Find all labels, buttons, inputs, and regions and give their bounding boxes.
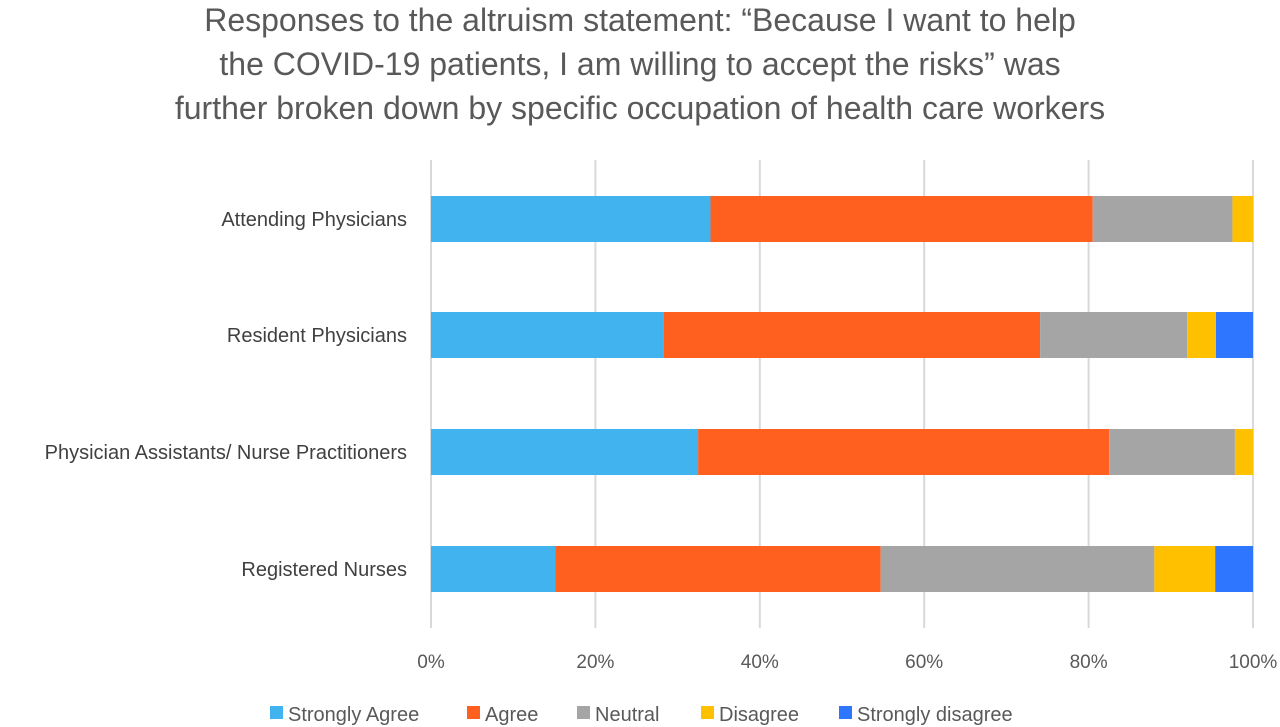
x-tick-label: 40% xyxy=(741,652,779,673)
bar-segment-strongly-agree xyxy=(431,196,711,242)
bar-segment-strongly-disagree xyxy=(1216,312,1253,358)
legend-swatch-strongly-disagree xyxy=(839,706,852,719)
x-tick-label: 100% xyxy=(1229,652,1278,673)
chart-title: Responses to the altruism statement: “Be… xyxy=(0,0,1280,130)
chart-title-line-3: further broken down by specific occupati… xyxy=(174,90,1106,126)
legend-label-strongly-disagree: Strongly disagree xyxy=(857,704,1013,726)
x-tick-label: 20% xyxy=(576,652,614,673)
bar-segment-neutral xyxy=(1092,196,1233,242)
legend: Strongly Agree Agree Neutral Disagree Strong… xyxy=(270,704,1013,726)
legend-label-neutral: Neutral xyxy=(595,704,659,726)
bar-segment-strongly-disagree xyxy=(1215,546,1253,592)
x-tick-label: 80% xyxy=(1070,652,1108,673)
legend-label-agree: Agree xyxy=(485,704,538,726)
legend-swatch-agree xyxy=(467,706,480,719)
chart-title-line-2: the COVID-19 patients, I am willing to a… xyxy=(219,46,1061,82)
category-label: Attending Physicians xyxy=(221,209,407,231)
x-tick-labels: 0% 20% 40% 60% 80% 100% xyxy=(417,652,1277,673)
legend-label-strongly-agree: Strongly Agree xyxy=(288,704,419,726)
bar-segment-strongly-agree xyxy=(431,546,556,592)
legend-swatch-disagree xyxy=(701,706,714,719)
category-label: Physician Assistants/ Nurse Practitioner… xyxy=(45,442,407,464)
bar-segment-neutral xyxy=(1109,429,1235,475)
bar-segment-neutral xyxy=(880,546,1155,592)
bar-segment-disagree xyxy=(1232,196,1253,242)
bar-segment-strongly-agree xyxy=(431,429,699,475)
legend-swatch-strongly-agree xyxy=(270,706,283,719)
legend-label-disagree: Disagree xyxy=(719,704,799,726)
chart-title-line-1: Responses to the altruism statement: “Be… xyxy=(204,2,1076,38)
bar-segment-agree xyxy=(663,312,1041,358)
bar-segment-agree xyxy=(555,546,881,592)
bar-segment-disagree xyxy=(1187,312,1217,358)
x-tick-label: 60% xyxy=(905,652,943,673)
bars xyxy=(431,196,1253,592)
x-tick-label: 0% xyxy=(417,652,445,673)
bar-segment-disagree xyxy=(1154,546,1216,592)
bar-segment-agree xyxy=(698,429,1110,475)
category-label: Registered Nurses xyxy=(241,559,407,581)
bar-segment-agree xyxy=(710,196,1093,242)
bar-segment-neutral xyxy=(1040,312,1188,358)
bar-segment-strongly-agree xyxy=(431,312,664,358)
legend-swatch-neutral xyxy=(577,706,590,719)
category-label: Resident Physicians xyxy=(227,325,407,347)
bar-segment-disagree xyxy=(1234,429,1253,475)
category-labels: Attending Physicians Resident Physicians P… xyxy=(45,209,407,581)
